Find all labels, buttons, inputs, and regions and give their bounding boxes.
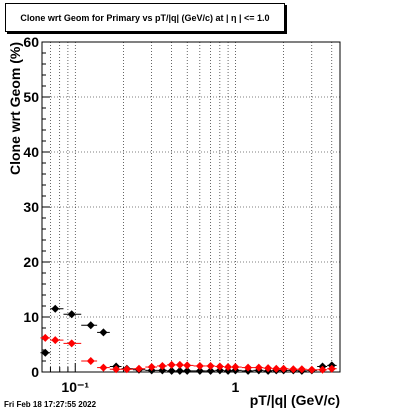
footer-timestamp: Fri Feb 18 17:27:55 2022 [4, 400, 97, 409]
x-tick-label: 1 [231, 379, 239, 395]
data-point [272, 364, 281, 373]
data-point [134, 364, 143, 373]
y-tick-label: 40 [23, 144, 39, 160]
data-point [147, 363, 156, 372]
data-point [264, 364, 273, 373]
chart-title-box: Clone wrt Geom for Primary vs pT/|q| (Ge… [5, 3, 285, 32]
data-point [215, 362, 224, 371]
data-point [183, 366, 192, 375]
data-point [51, 304, 60, 313]
data-point [99, 328, 108, 337]
data-point [231, 363, 240, 372]
series-layer [40, 304, 337, 375]
data-point [279, 364, 288, 373]
data-point [318, 365, 327, 374]
data-point [67, 339, 76, 348]
data-point [158, 366, 167, 375]
data-point [307, 365, 316, 374]
data-point [86, 357, 95, 365]
data-point [289, 365, 298, 374]
data-point [86, 321, 95, 330]
data-point [206, 366, 215, 375]
y-tick-label: 10 [23, 309, 39, 325]
y-tick-label: 0 [31, 364, 39, 380]
data-point [41, 348, 50, 357]
data-point [254, 363, 263, 372]
data-point [206, 361, 215, 370]
y-tick-label: 20 [23, 254, 39, 270]
data-point [167, 360, 176, 369]
y-tick-label: 50 [23, 89, 39, 105]
data-point [175, 360, 184, 369]
data-point [297, 365, 306, 374]
data-point [122, 365, 131, 374]
data-point [224, 363, 233, 372]
y-axis-label: Clone wrt Geom (%) [7, 42, 23, 175]
y-tick-label: 60 [23, 34, 39, 50]
data-point [158, 361, 167, 370]
data-point [167, 366, 176, 375]
x-tick-label: 10⁻¹ [61, 379, 89, 395]
series-1 [40, 333, 337, 374]
data-point [175, 366, 184, 375]
plot-frame [41, 41, 341, 373]
data-point [112, 365, 121, 374]
data-point [41, 333, 50, 342]
data-point [51, 336, 60, 345]
x-axis-label: pT/|q| (GeV/c) [250, 392, 340, 408]
data-point [244, 363, 253, 372]
chart-title: Clone wrt Geom for Primary vs pT/|q| (Ge… [20, 12, 270, 23]
y-tick-label: 30 [23, 199, 39, 215]
data-point [67, 310, 76, 319]
data-point [195, 361, 204, 370]
data-point [99, 363, 108, 372]
data-point [183, 361, 192, 370]
grid-layer [42, 42, 340, 372]
data-point [195, 366, 204, 375]
label-layer: 0 10 20 30 40 50 60 10⁻¹ 1 [23, 34, 239, 395]
data-point [327, 364, 336, 373]
